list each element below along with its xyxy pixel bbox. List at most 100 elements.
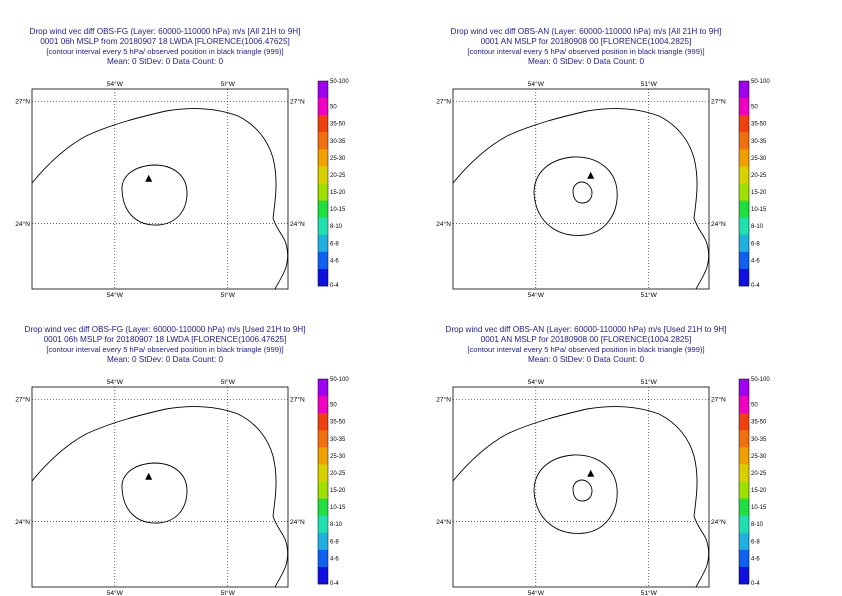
colorbar-swatch: [318, 515, 328, 534]
map-svg: 54°W 54°W 5I°W 5I°W 27°N 27°N 24°N 24°N 50-100 50…: [15, 377, 349, 596]
x-tick-label-bottom: 54°W: [528, 291, 545, 299]
colorbar-swatch: [739, 183, 749, 201]
colorbar-label: 35-50: [330, 420, 346, 426]
isobar-middle: [121, 462, 188, 524]
title-line-3: [contour interval every 5 hPa/ observed …: [46, 345, 284, 354]
colorbar-swatch: [739, 115, 749, 133]
title-line-3: [contour interval every 5 hPa/ observed …: [467, 345, 705, 354]
colorbar-label: 0-4: [751, 283, 760, 289]
colorbar-label: 30-35: [751, 139, 767, 145]
colorbar-swatch: [739, 549, 749, 568]
colorbar-label: 50: [330, 105, 337, 111]
y-tick-label-right: 24°N: [711, 518, 726, 526]
title-line-1: Drop wind vec diff OBS-FG (Layer: 60000-…: [29, 27, 301, 36]
x-tick-label-top: 5I°W: [221, 80, 236, 88]
map-panel-2: Drop wind vec diff OBS-AN (Layer: 60000-…: [421, 0, 842, 299]
colorbar-label: 20-25: [751, 173, 767, 179]
colorbar-label: 25-30: [751, 156, 767, 162]
colorbar-label: 50-100: [751, 377, 770, 383]
colorbar-swatch: [318, 549, 328, 568]
colorbar-label: 10-15: [330, 207, 346, 213]
colorbar-swatch: [318, 379, 328, 397]
y-tick-label-left: 24°N: [15, 220, 30, 228]
x-tick-label-top: 54°W: [107, 80, 124, 88]
colorbar-swatch: [739, 217, 749, 236]
colorbar-label: 4-6: [751, 556, 760, 562]
colorbar-frame: [738, 378, 750, 585]
map-svg: 54°W 54°W 51°W 51°W 27°N 27°N 24°N 24°N 50-100 50…: [436, 377, 770, 596]
colorbar-swatch: [318, 498, 328, 516]
map-svg: 54°W 54°W 5I°W 5I°W 27°N 27°N 24°N 24°N 50-100 50…: [15, 79, 349, 299]
colorbar-swatch: [318, 149, 328, 167]
colorbar-frame: [317, 80, 329, 287]
panel-title: Drop wind vec diff OBS-AN (Layer: 60000-…: [421, 325, 751, 365]
x-tick-label-top: 5I°W: [221, 378, 236, 386]
colorbar-label: 50: [751, 403, 758, 409]
colorbar-swatch: [318, 464, 328, 482]
colorbar-label: 20-25: [751, 471, 767, 477]
y-tick-label-right: 27°N: [711, 396, 726, 404]
isobar-outer: [452, 406, 710, 588]
colorbar-label: 10-15: [751, 505, 767, 511]
x-tick-label-top: 54°W: [528, 378, 545, 386]
x-tick-label-bottom: 51°W: [641, 589, 658, 596]
isobar-inner: [572, 479, 593, 502]
title-line-2: 0001 06h MSLP from 20180907 18 LWDA [FLO…: [40, 37, 290, 46]
colorbar-label: 35-50: [330, 122, 346, 128]
colorbar-label: 4-6: [330, 258, 339, 264]
colorbar-swatch: [739, 532, 749, 551]
isobar-outer: [452, 108, 710, 290]
colorbar-swatch: [739, 81, 749, 99]
colorbar-label: 4-6: [751, 258, 760, 264]
y-tick-label-right: 27°N: [290, 396, 305, 404]
storm-position-triangle: [587, 469, 595, 477]
title-line-1: Drop wind vec diff OBS-FG (Layer: 60000-…: [24, 325, 306, 334]
colorbar-swatch: [739, 98, 749, 116]
colorbar-swatch: [739, 413, 749, 431]
colorbar-label: 35-50: [751, 122, 767, 128]
colorbar-swatch: [318, 566, 328, 585]
map-frame: [452, 386, 710, 588]
title-line-2: 0001 AN MSLP for 20180908 00 [FLORENCE(1…: [480, 37, 692, 46]
colorbar-swatch: [739, 268, 749, 287]
colorbar-label: 8-10: [751, 224, 764, 230]
colorbar-label: 50: [330, 403, 337, 409]
x-tick-label-bottom: 51°W: [641, 291, 658, 299]
colorbar-swatch: [318, 532, 328, 551]
x-tick-label-top: 54°W: [107, 378, 124, 386]
colorbar-swatch: [318, 183, 328, 201]
colorbar-swatch: [739, 430, 749, 448]
isobar-middle: [121, 164, 188, 226]
colorbar-swatch: [739, 379, 749, 397]
colorbar-label: 25-30: [751, 454, 767, 460]
map-panel-1: Drop wind vec diff OBS-FG (Layer: 60000-…: [0, 0, 421, 299]
colorbar-swatch: [739, 251, 749, 270]
x-tick-label-top: 54°W: [528, 80, 545, 88]
isobar-outer: [31, 108, 289, 290]
colorbar-swatch: [739, 149, 749, 167]
y-tick-label-left: 24°N: [436, 220, 451, 228]
panel-title: Drop wind vec diff OBS-AN (Layer: 60000-…: [421, 27, 751, 67]
colorbar-label: 10-15: [751, 207, 767, 213]
title-line-1: Drop wind vec diff OBS-AN (Layer: 60000-…: [445, 325, 727, 334]
x-tick-label-bottom: 5I°W: [221, 291, 236, 299]
colorbar-label: 50-100: [751, 79, 770, 85]
colorbar-swatch: [318, 217, 328, 236]
map-frame: [31, 88, 289, 290]
isobar-outer: [31, 406, 289, 588]
panel-title: Drop wind vec diff OBS-FG (Layer: 60000-…: [0, 325, 330, 365]
colorbar-swatch: [739, 396, 749, 414]
colorbar-label: 35-50: [751, 420, 767, 426]
storm-position-triangle: [145, 174, 153, 182]
colorbar-swatch: [739, 132, 749, 150]
map-panel-4: Drop wind vec diff OBS-AN (Layer: 60000-…: [421, 298, 842, 596]
colorbar-label: 25-30: [330, 156, 346, 162]
colorbar-label: 0-4: [751, 581, 760, 587]
colorbar-label: 10-15: [330, 505, 346, 511]
title-line-3: [contour interval every 5 hPa/ observed …: [46, 47, 284, 56]
colorbar-swatch: [739, 234, 749, 253]
isobar-middle: [533, 454, 618, 534]
title-line-1: Drop wind vec diff OBS-AN (Layer: 60000-…: [450, 27, 722, 36]
y-tick-label-left: 24°N: [436, 518, 451, 526]
colorbar-label: 0-4: [330, 283, 339, 289]
